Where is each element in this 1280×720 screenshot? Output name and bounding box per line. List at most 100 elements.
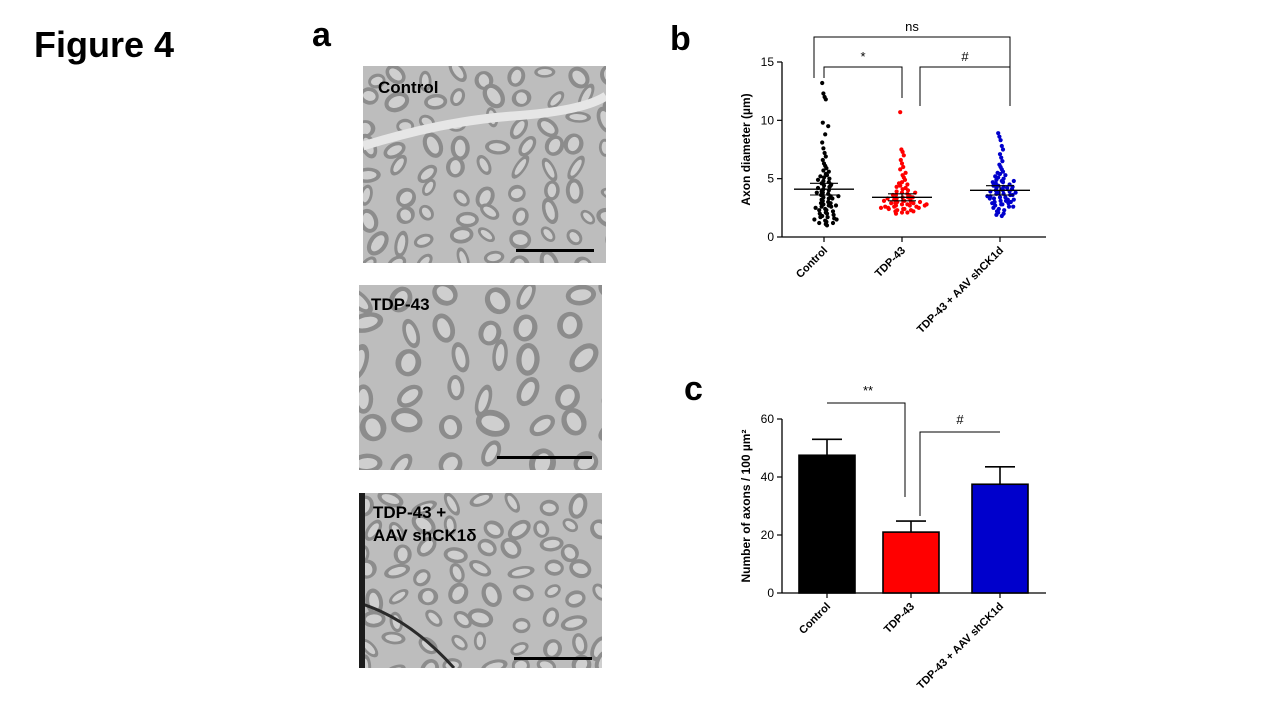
axon-lumen bbox=[455, 346, 466, 368]
c-y-tick-label: 40 bbox=[761, 470, 775, 484]
axon-lumen bbox=[567, 136, 580, 152]
axon-lumen bbox=[520, 286, 533, 306]
b-data-point bbox=[1000, 147, 1006, 152]
axon-lumen bbox=[421, 74, 429, 89]
axon-lumen bbox=[416, 572, 428, 584]
axon-lumen bbox=[543, 539, 560, 549]
axon-lumen bbox=[510, 188, 523, 199]
b-data-point bbox=[833, 203, 839, 208]
micrograph-texture bbox=[359, 493, 602, 668]
b-data-point bbox=[823, 154, 828, 159]
b-data-point bbox=[893, 211, 899, 216]
axon-lumen bbox=[547, 183, 557, 198]
axon-lumen bbox=[456, 192, 467, 204]
b-data-point bbox=[824, 223, 830, 228]
axon-lumen bbox=[601, 141, 606, 154]
axon-lumen bbox=[363, 122, 371, 135]
axon-lumen bbox=[593, 640, 602, 658]
b-data-point bbox=[898, 110, 903, 115]
axon-lumen bbox=[537, 69, 552, 76]
axon-lumen bbox=[446, 518, 454, 532]
axon-lumen bbox=[483, 206, 497, 217]
b-data-point bbox=[1000, 169, 1006, 174]
axon-lumen bbox=[569, 232, 580, 243]
b-data-point bbox=[898, 157, 903, 163]
b-y-tick-label: 15 bbox=[761, 55, 775, 69]
b-data-point bbox=[997, 152, 1003, 157]
b-data-point bbox=[900, 187, 905, 192]
axon-lumen bbox=[363, 642, 376, 655]
tissue-edge bbox=[359, 493, 365, 668]
b-data-point bbox=[1011, 178, 1016, 184]
b-data-point bbox=[826, 124, 831, 129]
axon-lumen bbox=[390, 258, 403, 263]
axon-lumen bbox=[454, 139, 466, 157]
axon-lumen bbox=[473, 494, 490, 504]
b-data-point bbox=[821, 168, 826, 173]
axon-lumen bbox=[569, 182, 580, 200]
axon-lumen bbox=[568, 594, 583, 604]
axon-lumen bbox=[580, 87, 592, 105]
axon-lumen bbox=[365, 418, 381, 437]
axon-lumen bbox=[575, 658, 588, 668]
axon-lumen bbox=[569, 114, 587, 121]
b-data-point bbox=[820, 140, 825, 145]
axon-lumen bbox=[471, 612, 490, 624]
axon-lumen bbox=[600, 110, 606, 129]
b-data-point bbox=[991, 205, 996, 210]
b-data-point bbox=[831, 212, 836, 217]
axon-lumen bbox=[367, 523, 379, 538]
axon-lumen bbox=[446, 496, 458, 512]
axon-lumen bbox=[459, 215, 476, 224]
axon-lumen bbox=[562, 316, 577, 335]
axon-lumen bbox=[443, 456, 458, 470]
b-data-point bbox=[994, 212, 999, 217]
b-data-point bbox=[911, 201, 916, 206]
panel-letter-c: c bbox=[684, 370, 703, 408]
axon-lumen bbox=[388, 95, 406, 109]
axon-lumen bbox=[479, 158, 489, 172]
axon-lumen bbox=[422, 590, 434, 603]
axon-lumen bbox=[575, 636, 585, 652]
b-data-point bbox=[834, 217, 839, 222]
axon-lumen bbox=[574, 348, 594, 368]
b-data-point bbox=[994, 177, 999, 182]
axon-lumen bbox=[489, 143, 507, 152]
b-data-point bbox=[817, 208, 822, 213]
b-data-point bbox=[818, 215, 823, 220]
b-data-point bbox=[990, 180, 995, 185]
b-data-point bbox=[900, 149, 905, 154]
axon-lumen bbox=[570, 289, 592, 301]
b-data-point bbox=[894, 189, 899, 194]
axon-lumen bbox=[476, 634, 484, 648]
axon-lumen bbox=[511, 568, 531, 576]
axon-lumen bbox=[547, 642, 558, 656]
b-data-point bbox=[905, 182, 910, 187]
micrograph-label-control: Control bbox=[378, 76, 438, 99]
b-data-point bbox=[1008, 199, 1013, 205]
micrograph-label-line: AAV shCK1δ bbox=[373, 526, 477, 545]
b-data-point bbox=[990, 201, 995, 206]
b-data-point bbox=[813, 205, 818, 210]
axon-lumen bbox=[424, 662, 436, 668]
axon-lumen bbox=[400, 209, 412, 221]
axon-lumen bbox=[480, 542, 494, 553]
c-bar bbox=[882, 531, 940, 594]
c-y-tick-label: 60 bbox=[761, 412, 775, 426]
axon-lumen bbox=[393, 457, 409, 470]
b-data-point bbox=[916, 205, 921, 210]
axon-lumen bbox=[515, 210, 526, 223]
b-significance-bracket bbox=[823, 66, 903, 98]
axon-lumen bbox=[391, 525, 402, 538]
b-data-point bbox=[902, 177, 908, 182]
c-significance-bracket bbox=[919, 431, 1000, 516]
axon-sheath bbox=[574, 256, 593, 263]
b-data-point bbox=[905, 210, 910, 215]
axon-lumen bbox=[479, 190, 491, 205]
axon-lumen bbox=[480, 229, 493, 240]
axon-lumen bbox=[415, 517, 432, 532]
c-y-tick-label: 0 bbox=[767, 586, 774, 600]
micrograph-label-line: TDP-43 bbox=[371, 295, 430, 314]
axon-lumen bbox=[539, 661, 553, 668]
